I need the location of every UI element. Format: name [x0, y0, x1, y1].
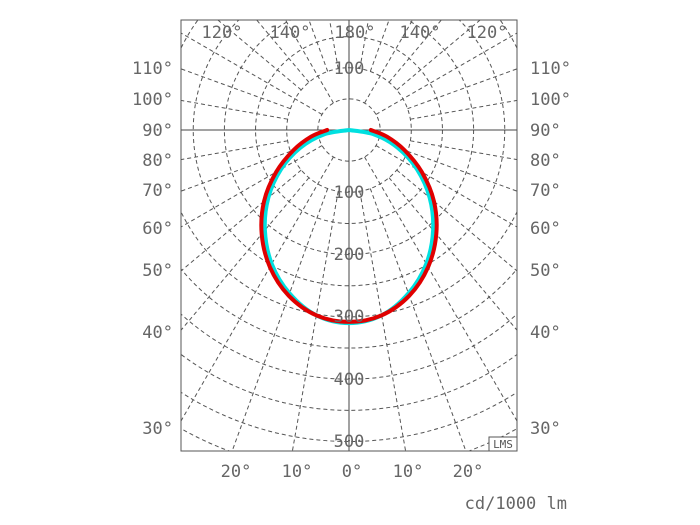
- radial-tick: 200: [334, 245, 365, 265]
- grid-radial-line: [396, 169, 517, 272]
- grid-radial-line: [181, 140, 288, 161]
- grid-radial-line: [329, 20, 339, 69]
- top-angle-labels: 120° 140° 180° 140° 120°: [202, 23, 508, 43]
- grid-radial-line: [181, 99, 288, 120]
- angle-label-right: 50°: [530, 261, 561, 281]
- grid-radial-line: [181, 177, 310, 331]
- grid-radial-line: [375, 32, 517, 115]
- plot-frame: [180, 19, 518, 452]
- angle-label-right: 110°: [530, 59, 571, 79]
- angle-label-bottom: 10°: [282, 462, 313, 482]
- radial-tick-top: 100: [334, 59, 365, 79]
- angle-label-left: 100°: [132, 90, 173, 110]
- grid-radial-line: [375, 145, 517, 228]
- grid-radial-line: [410, 140, 517, 161]
- angle-label-top: 120°: [467, 23, 508, 43]
- lms-logo: LMS: [488, 436, 518, 452]
- radial-tick: 400: [334, 370, 365, 390]
- angle-label-left: 70°: [142, 181, 173, 201]
- unit-label: cd/1000 lm: [465, 494, 567, 514]
- grid-radial-line: [181, 169, 302, 272]
- grid-radial-line: [388, 177, 517, 331]
- angle-label-top: 140°: [270, 23, 311, 43]
- angle-label-right: 40°: [530, 323, 561, 343]
- bottom-angle-labels: 20° 10° 0° 10° 20°: [221, 462, 484, 482]
- grid-radial-line: [181, 145, 323, 228]
- grid-radial-line: [291, 191, 339, 451]
- grid-radial-line: [231, 188, 329, 451]
- grid-radial-line: [308, 20, 329, 72]
- angle-label-top: 140°: [400, 23, 441, 43]
- grid-radial-line: [181, 150, 291, 192]
- angle-label-bottom: 0°: [342, 462, 362, 482]
- angle-label-left: 50°: [142, 261, 173, 281]
- angle-label-right: 70°: [530, 181, 561, 201]
- grid-radial-line: [407, 150, 517, 192]
- grid-radial-line: [181, 156, 334, 422]
- angle-label-right: 80°: [530, 151, 561, 171]
- angle-label-right: 90°: [530, 121, 561, 141]
- angle-label-right: 30°: [530, 419, 561, 439]
- angle-label-right: 60°: [530, 219, 561, 239]
- angle-label-right: 100°: [530, 90, 571, 110]
- grid-radial-line: [181, 32, 323, 115]
- grid-radial-line: [369, 20, 390, 72]
- angle-label-left: 30°: [142, 419, 173, 439]
- angle-label-left: 90°: [142, 121, 173, 141]
- grid-radial-line: [285, 20, 334, 104]
- grid-radial-line: [369, 188, 467, 451]
- lms-logo-text: LMS: [493, 438, 513, 451]
- radial-tick: 100: [334, 183, 365, 203]
- grid-radial-line: [410, 99, 517, 120]
- angle-label-bottom: 20°: [221, 462, 252, 482]
- radial-tick: 300: [334, 307, 365, 327]
- grid-radial-line: [359, 20, 369, 69]
- grid-radial-line: [359, 191, 407, 451]
- angle-label-left: 110°: [132, 59, 173, 79]
- angle-label-left: 60°: [142, 219, 173, 239]
- intensity-curve-1: [259, 128, 439, 324]
- grid-radial-line: [364, 20, 413, 104]
- angle-label-left: 40°: [142, 323, 173, 343]
- angle-label-top: 180°: [335, 23, 376, 43]
- angle-label-bottom: 20°: [453, 462, 484, 482]
- radial-tick-labels: 100 100 200 300 400 500: [334, 59, 365, 452]
- right-angle-labels: 110° 100° 90° 80° 70° 60° 50° 40° 30°: [530, 59, 571, 439]
- grid-radial-line: [364, 156, 517, 422]
- grid-radial-line: [181, 68, 291, 110]
- left-angle-labels: 110° 100° 90° 80° 70° 60° 50° 40° 30°: [132, 59, 173, 439]
- curves: [259, 128, 439, 326]
- angle-label-top: 120°: [202, 23, 243, 43]
- angle-label-bottom: 10°: [393, 462, 424, 482]
- grid-radial-line: [407, 68, 517, 110]
- angle-label-left: 80°: [142, 151, 173, 171]
- radial-tick: 500: [334, 432, 365, 452]
